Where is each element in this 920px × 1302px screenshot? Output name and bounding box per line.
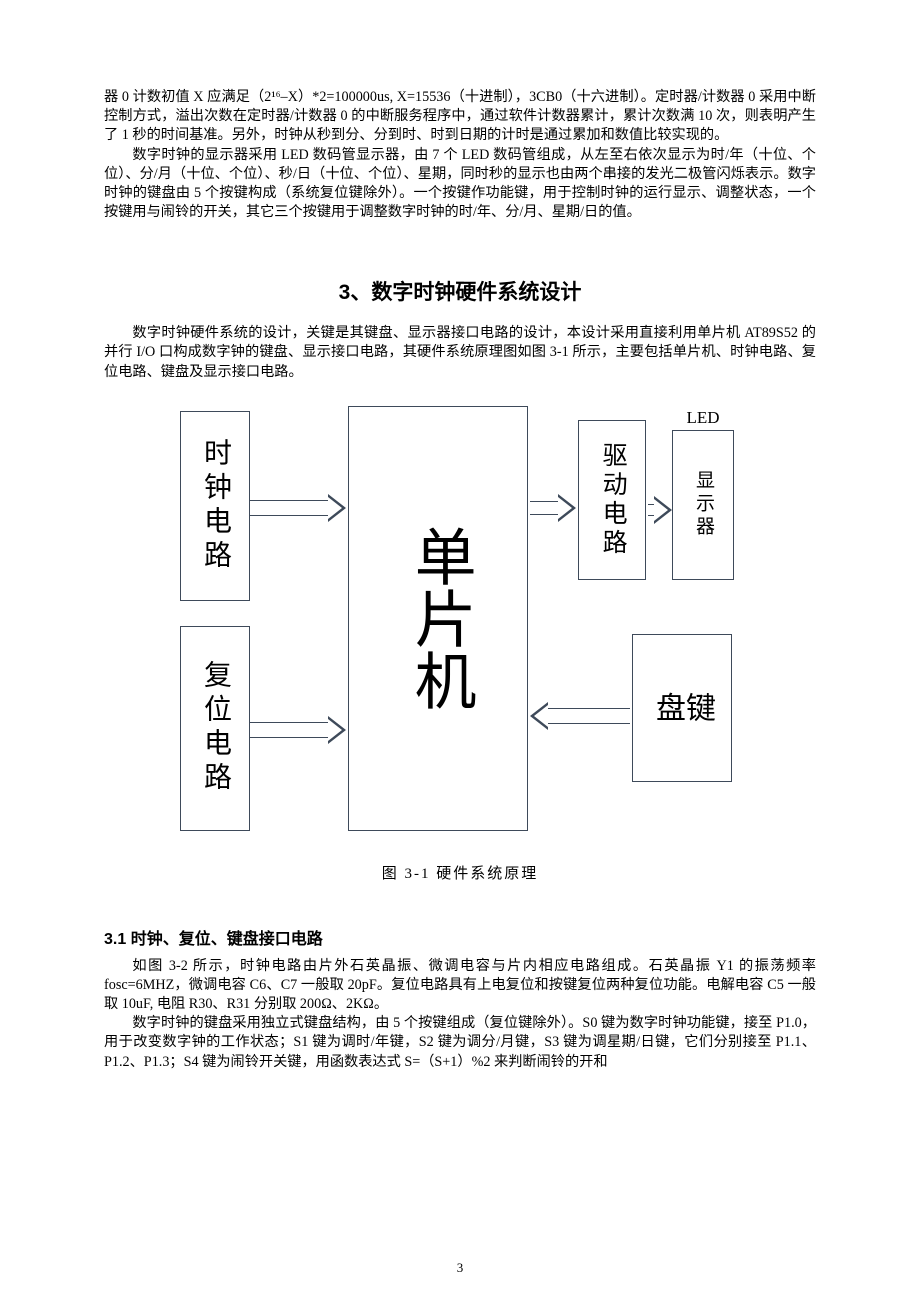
arrow-driver-to-led bbox=[648, 496, 672, 524]
figure-3-1-caption: 图 3-1 硬件系统原理 bbox=[104, 862, 816, 883]
figure-3-1-block-diagram: 时钟电路 复位电路 单片机 驱动电路 LED 显示器 键盘 bbox=[180, 406, 740, 856]
arrow-clock-to-mcu bbox=[250, 494, 346, 522]
block-led-label: 显示器 bbox=[693, 470, 713, 539]
section-3-heading: 3、数字时钟硬件系统设计 bbox=[104, 276, 816, 306]
block-keyboard-label: 键盘 bbox=[652, 635, 712, 781]
section-3-1-heading: 3.1 时钟、复位、键盘接口电路 bbox=[104, 925, 816, 949]
block-mcu: 单片机 bbox=[348, 406, 528, 831]
document-page: 器 0 计数初值 X 应满足（2¹⁶–X）*2=100000us, X=1553… bbox=[0, 0, 920, 1302]
block-reset-circuit: 复位电路 bbox=[180, 626, 250, 831]
page-number: 3 bbox=[0, 1260, 920, 1276]
led-text-label: LED bbox=[686, 408, 719, 427]
arrow-mcu-to-driver bbox=[530, 494, 576, 522]
block-led-top-label: LED bbox=[672, 406, 734, 430]
paragraph-display-keyboard: 数字时钟的显示器采用 LED 数码管显示器，由 7 个 LED 数码管组成，从左… bbox=[104, 146, 816, 223]
block-clock-label: 时钟电路 bbox=[201, 438, 229, 574]
block-driver-label: 驱动电路 bbox=[599, 442, 625, 558]
paragraph-continuation: 器 0 计数初值 X 应满足（2¹⁶–X）*2=100000us, X=1553… bbox=[104, 88, 816, 146]
paragraph-keyboard-detail: 数字时钟的键盘采用独立式键盘结构，由 5 个按键组成（复位键除外）。S0 键为数… bbox=[104, 1014, 816, 1072]
paragraph-hardware-intro: 数字时钟硬件系统的设计，关键是其键盘、显示器接口电路的设计，本设计采用直接利用单… bbox=[104, 324, 816, 382]
block-driver-circuit: 驱动电路 bbox=[578, 420, 646, 580]
block-clock-circuit: 时钟电路 bbox=[180, 411, 250, 601]
block-led-display: 显示器 bbox=[672, 430, 734, 580]
block-keyboard: 键盘 bbox=[632, 634, 732, 782]
block-reset-label: 复位电路 bbox=[201, 660, 229, 796]
block-mcu-label: 单片机 bbox=[388, 525, 487, 711]
arrow-keyboard-to-mcu bbox=[530, 702, 630, 730]
paragraph-clock-reset: 如图 3-2 所示，时钟电路由片外石英晶振、微调电容与片内相应电路组成。石英晶振… bbox=[104, 957, 816, 1015]
arrow-reset-to-mcu bbox=[250, 716, 346, 744]
